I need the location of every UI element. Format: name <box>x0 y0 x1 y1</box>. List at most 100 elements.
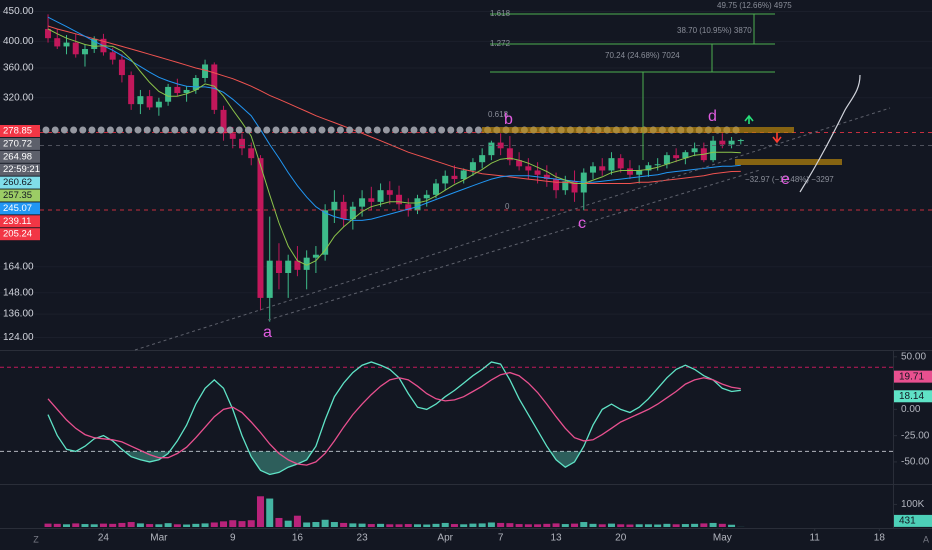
volume-bar <box>728 524 736 527</box>
volume-bar <box>358 523 366 527</box>
volume-bar <box>469 523 477 527</box>
last-value-tag <box>894 390 932 403</box>
candle-body <box>146 96 153 108</box>
volume-bar <box>663 523 671 527</box>
price-tag <box>0 125 40 137</box>
x-tick-label: 16 <box>292 533 304 544</box>
volume-bar <box>118 522 126 527</box>
candle-body <box>229 133 236 139</box>
volume-bar <box>220 521 228 527</box>
candle-body <box>331 201 338 211</box>
volume-bar <box>183 524 191 527</box>
candle-body <box>248 148 255 159</box>
candle-body <box>266 260 273 298</box>
candle-body <box>617 158 624 169</box>
down-arrow <box>772 133 782 144</box>
volume-bar <box>386 524 394 527</box>
volume-bar <box>109 523 117 527</box>
candle-body <box>202 64 209 78</box>
candle-body <box>636 170 643 175</box>
volume-bar <box>460 524 468 527</box>
volume-bar <box>580 522 588 527</box>
candle-body <box>497 142 504 149</box>
volume-bar <box>524 524 532 527</box>
x-tick-label: 9 <box>230 533 236 544</box>
fib-label: 1.272 <box>490 39 511 48</box>
candle-body <box>155 101 162 108</box>
trend-line <box>267 169 761 321</box>
volume-bar <box>44 523 52 527</box>
candle-body <box>386 190 393 195</box>
volume-bar <box>377 523 385 527</box>
zone <box>482 127 794 133</box>
candle-body <box>645 165 652 171</box>
toolbar-button[interactable]: Z <box>33 534 39 544</box>
measure-label: −32.97 (−12.48%) −3297 <box>745 175 834 184</box>
fib-label: 1.618 <box>490 9 511 18</box>
candle-body <box>63 42 70 47</box>
price-tag-label: 257.35 <box>3 190 32 201</box>
toolbar-button[interactable]: A <box>923 534 929 544</box>
candle-body <box>405 204 412 211</box>
fib-label: 0 <box>505 202 510 211</box>
last-value-label: 19.71 <box>899 371 924 382</box>
x-tick-label: 20 <box>615 533 627 544</box>
volume-bar <box>487 522 495 527</box>
candle-body <box>728 140 735 145</box>
volume-bar <box>395 524 403 527</box>
candle-body <box>553 179 560 191</box>
price-tag-label: 278.85 <box>3 126 32 137</box>
volume-bar <box>312 522 320 527</box>
volume-bar <box>146 524 154 527</box>
volume-bar <box>552 523 560 527</box>
candle-body <box>516 160 523 167</box>
drawings <box>0 13 891 351</box>
volume-bar <box>700 523 708 527</box>
candle-body <box>423 194 430 199</box>
volume-bar <box>432 523 440 527</box>
y-tick-label: 124.00 <box>3 332 34 343</box>
candle-body <box>183 89 190 94</box>
price-tag <box>0 176 40 189</box>
candle-body <box>608 158 615 171</box>
candle-body <box>359 198 366 207</box>
volume-bar <box>238 521 246 527</box>
wave-label: a <box>263 324 272 341</box>
candle-body <box>340 201 347 220</box>
candle-body <box>220 109 227 134</box>
volume-bar <box>617 524 625 527</box>
volume-bar <box>99 523 107 527</box>
price-tag-label: 264.98 <box>3 151 32 162</box>
candle-body <box>377 190 384 202</box>
candle-body <box>165 86 172 102</box>
candle-body <box>239 138 246 149</box>
volume-bar <box>247 520 255 527</box>
y-tick-label: 400.00 <box>3 36 34 47</box>
price-tag-label: 245.07 <box>3 203 32 214</box>
y-tick-label: 0.00 <box>901 404 921 415</box>
measure-label: 49.75 (12.66%) 4975 <box>717 1 792 10</box>
candle-body <box>710 140 717 161</box>
y-tick-label: 320.00 <box>3 92 34 103</box>
y-tick-label: 360.00 <box>3 63 34 74</box>
volume-bar <box>543 523 551 527</box>
candle-body <box>506 148 513 161</box>
price-tag <box>0 228 40 241</box>
moving-average <box>47 28 741 266</box>
x-tick-label: 11 <box>809 533 820 544</box>
candle-body <box>45 28 52 39</box>
candle-body <box>626 168 633 175</box>
volume-bar <box>626 524 634 527</box>
candle-body <box>128 75 135 105</box>
candle-body <box>257 158 264 298</box>
candle-body <box>737 140 744 142</box>
measure-label: 38.70 (10.95%) 3870 <box>677 26 752 35</box>
volume-bar <box>654 524 662 527</box>
candle-body <box>109 52 116 60</box>
volume-bar <box>497 522 505 527</box>
volume-bar <box>349 523 357 527</box>
candle-body <box>368 198 375 202</box>
volume-bar <box>293 515 301 527</box>
volume-bar <box>571 523 579 527</box>
candle-body <box>211 64 218 110</box>
